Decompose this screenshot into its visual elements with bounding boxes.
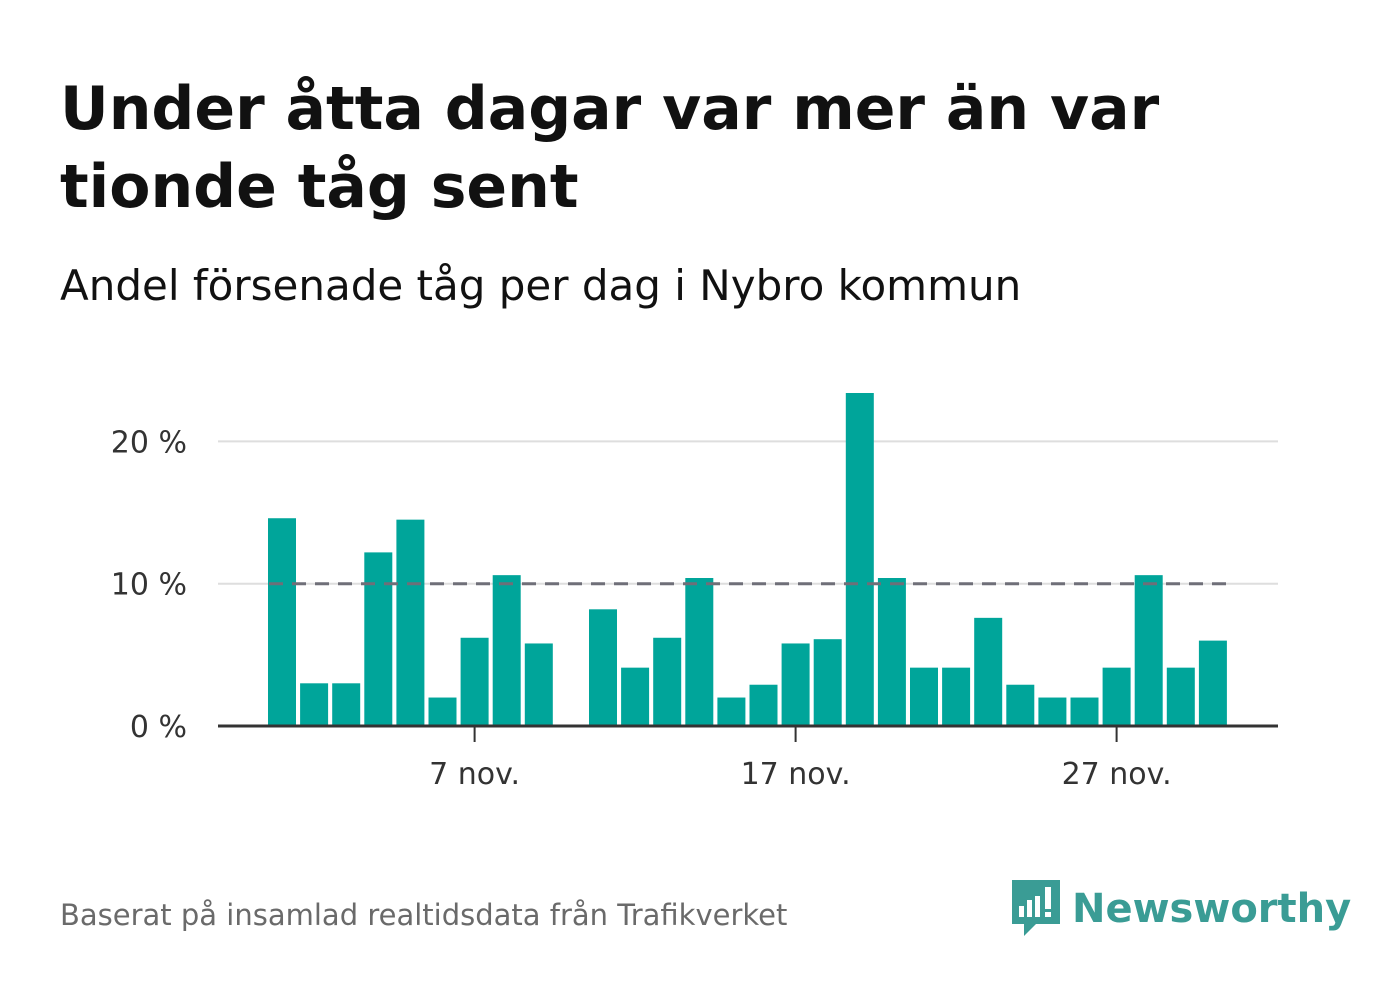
x-tick-label: 17 nov. — [741, 757, 851, 792]
bar — [460, 637, 489, 726]
bar — [1166, 667, 1195, 726]
bar — [364, 552, 393, 726]
bar — [685, 578, 714, 726]
bar — [1102, 667, 1131, 726]
bar — [589, 609, 617, 726]
y-tick-label: 0 % — [130, 710, 187, 745]
bar — [1198, 640, 1227, 726]
newsworthy-logo-icon — [1012, 880, 1060, 936]
source-note: Baserat på insamlad realtidsdata från Tr… — [60, 898, 788, 932]
axes: 0 % 10 % 20 % 7 nov. 17 nov. 27 nov. — [111, 425, 1278, 792]
bar — [492, 575, 521, 726]
bar — [877, 578, 906, 726]
bar — [396, 519, 425, 726]
chart-title: Under åtta dagar var mer än var tionde t… — [60, 74, 1160, 222]
bar — [845, 393, 874, 726]
x-tick-label: 7 nov. — [429, 757, 520, 792]
bar — [1070, 697, 1099, 726]
y-tick-label: 20 % — [111, 425, 187, 460]
brand-logo: Newsworthy — [1010, 878, 1351, 940]
bar — [749, 684, 778, 726]
bar — [942, 667, 971, 726]
chart-subtitle: Andel försenade tåg per dag i Nybro komm… — [60, 261, 1022, 310]
x-tick-label: 27 nov. — [1062, 757, 1172, 792]
bar — [1134, 575, 1163, 726]
bar — [717, 697, 746, 726]
y-tick-label: 10 % — [111, 568, 187, 603]
bar — [621, 667, 650, 726]
bar — [428, 697, 457, 726]
bar — [653, 637, 682, 726]
bar — [268, 518, 296, 726]
bar — [974, 617, 1003, 726]
bar — [300, 683, 329, 726]
brand-name: Newsworthy — [1072, 886, 1352, 932]
bar — [781, 643, 810, 726]
bar — [1006, 684, 1035, 726]
bars — [268, 393, 1227, 726]
bar — [524, 643, 553, 726]
bar — [332, 683, 361, 726]
bar — [1038, 697, 1067, 726]
bar — [813, 639, 842, 726]
bar — [910, 667, 938, 726]
